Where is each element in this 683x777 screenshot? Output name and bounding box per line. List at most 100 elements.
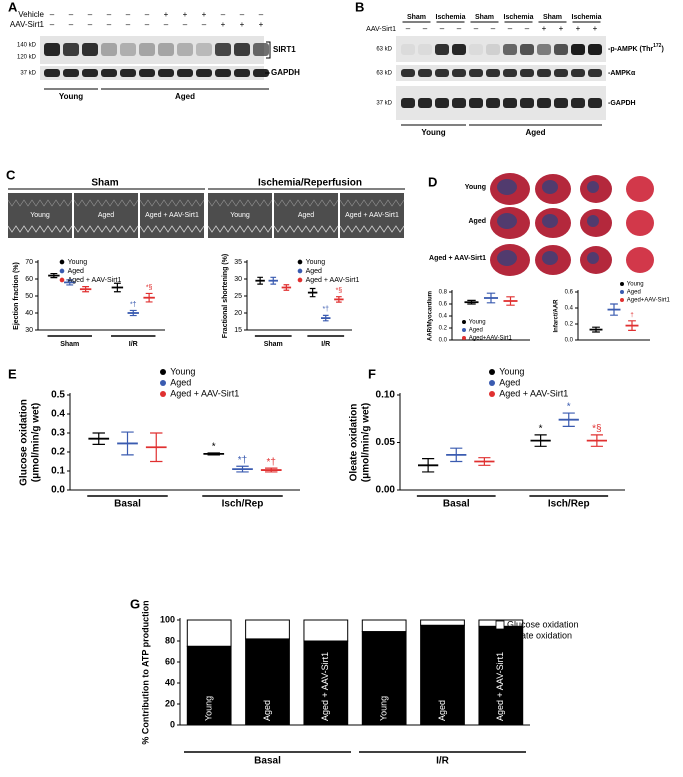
legend-swatch (495, 620, 505, 630)
lane-sign: – (457, 24, 462, 33)
legend-label: Young (499, 366, 524, 376)
marker: 37 kD (376, 101, 392, 107)
y-tick-label: 0.4 (439, 314, 448, 320)
target: SIRT1 (273, 45, 296, 54)
legend-marker (620, 298, 624, 302)
error-bar (467, 299, 476, 305)
band (537, 69, 551, 77)
y-tick-label: 0.2 (439, 326, 448, 332)
condition: Sham (91, 178, 118, 189)
legend-label: Young (469, 320, 486, 326)
panel-letter: D (428, 174, 437, 189)
lane-sign: + (240, 20, 245, 29)
heart-slice (587, 252, 599, 264)
band (120, 43, 136, 56)
error-bar (121, 431, 134, 456)
lane-sign: – (145, 20, 150, 29)
significance: † (630, 312, 633, 318)
error-bar (82, 286, 90, 293)
row-name: AAV-Sirt1 (366, 26, 396, 33)
band (469, 69, 483, 77)
legend-label: Aged (469, 328, 483, 334)
band (503, 69, 517, 77)
y-tick-label: 60 (25, 276, 33, 283)
heart-slice (626, 247, 654, 273)
band (486, 69, 500, 77)
error-bar (562, 412, 575, 427)
legend-label: Aged + AAV-Sirt1 (499, 388, 568, 398)
lane-sign: + (259, 20, 264, 29)
legend-label: Aged (627, 290, 641, 296)
bar-segment (186, 619, 232, 647)
legend-label: Aged + AAV-Sirt1 (68, 277, 122, 284)
band (234, 69, 250, 77)
legend-marker (160, 369, 166, 375)
band (520, 69, 534, 77)
bar-label: Aged + AAV-Sirt1 (320, 652, 330, 721)
lane-sign: – (474, 24, 479, 33)
y-tick-label: 0 (170, 719, 175, 729)
significance: *§ (336, 288, 343, 295)
condition: Ischemia (572, 14, 602, 21)
error-bar (628, 320, 636, 331)
band (401, 44, 415, 55)
y-tick-label: 0.3 (51, 428, 65, 439)
band (418, 69, 432, 77)
bar-segment (303, 619, 349, 642)
lane-sign: + (559, 24, 564, 33)
bar-segment (245, 619, 290, 640)
echo-trace (73, 199, 139, 207)
echo-trace (273, 199, 339, 207)
legend-marker (160, 391, 166, 397)
target-part: ) (661, 46, 663, 53)
legend-marker (620, 290, 624, 294)
x-tick-label: Sham (60, 341, 79, 348)
band (253, 43, 269, 56)
error-bar (450, 447, 463, 463)
band (196, 69, 212, 77)
error-bar (422, 458, 435, 473)
x-tick-label: Isch/Rep (548, 499, 590, 510)
lane-sign: + (202, 10, 207, 19)
band (215, 43, 231, 56)
significance: * (567, 402, 571, 413)
y-tick-label: 0.4 (565, 306, 574, 312)
lane-sign: – (164, 20, 169, 29)
echo-trace (73, 225, 139, 233)
y-tick-label: 0.0 (565, 338, 574, 344)
legend-label: Young (68, 259, 88, 266)
target-part: -p-AMPK (Thr (608, 46, 653, 53)
legend-marker (297, 268, 303, 274)
band (63, 43, 79, 56)
lane-sign: – (126, 10, 131, 19)
band (452, 44, 466, 55)
band (101, 43, 117, 56)
lane-sign: – (50, 10, 55, 19)
band (452, 98, 466, 108)
band (139, 43, 155, 56)
marker: 140 kD (17, 43, 37, 49)
heart-slice (626, 176, 654, 202)
band (486, 98, 500, 108)
error-bar (309, 287, 316, 298)
error-bar (236, 465, 249, 473)
lane-sign: – (126, 20, 131, 29)
legend-label: Aged+AAV-Sirt1 (627, 298, 671, 304)
y-tick-label: 0.00 (376, 485, 396, 496)
y-tick-label: 50 (25, 293, 33, 300)
error-bar (113, 282, 121, 293)
band (418, 44, 432, 55)
y-tick-label: 20 (165, 698, 175, 708)
image-label: Aged + AAV-Sirt1 (145, 212, 199, 219)
y-axis-label: Glucose oxidation (19, 399, 30, 486)
band (82, 43, 98, 56)
lane-sign: – (259, 10, 264, 19)
lane-sign: – (440, 24, 445, 33)
blot (396, 65, 606, 81)
significance: *† (130, 301, 137, 308)
legend-marker (462, 336, 466, 340)
bar-label: Aged (262, 700, 272, 721)
legend-marker (620, 282, 624, 286)
band (234, 43, 250, 56)
echo-trace (207, 225, 273, 233)
